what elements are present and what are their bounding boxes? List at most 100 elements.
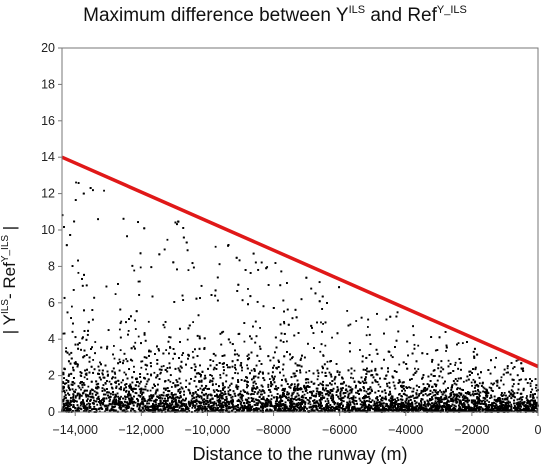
- data-point: [226, 405, 229, 407]
- data-point: [404, 393, 407, 396]
- data-point: [413, 397, 415, 400]
- data-point: [349, 402, 352, 404]
- data-point: [354, 396, 357, 399]
- data-point: [458, 402, 461, 405]
- data-point: [486, 396, 488, 398]
- data-point: [365, 390, 368, 393]
- data-point: [342, 400, 345, 403]
- data-point: [96, 403, 99, 406]
- data-point: [211, 384, 214, 386]
- data-point: [120, 401, 123, 403]
- data-point: [366, 392, 369, 395]
- data-point: [289, 397, 292, 400]
- data-point: [206, 395, 209, 398]
- data-point: [324, 400, 327, 403]
- data-point: [506, 367, 509, 370]
- data-point: [384, 395, 387, 398]
- data-point: [488, 408, 491, 411]
- data-point: [246, 355, 249, 358]
- data-point: [115, 382, 117, 384]
- data-point: [95, 408, 98, 411]
- data-point: [454, 364, 457, 366]
- data-point: [291, 356, 294, 358]
- data-point: [307, 386, 310, 388]
- data-point: [77, 271, 80, 274]
- data-point: [308, 370, 311, 372]
- data-point: [322, 408, 324, 410]
- data-point: [180, 386, 183, 389]
- data-point: [87, 385, 90, 388]
- data-point: [489, 409, 492, 412]
- data-point: [192, 321, 195, 324]
- data-point: [482, 386, 485, 389]
- data-point: [273, 364, 275, 367]
- data-point: [321, 396, 324, 399]
- data-point: [214, 407, 217, 409]
- data-point: [130, 409, 132, 412]
- data-point: [81, 386, 84, 389]
- data-point: [119, 349, 122, 352]
- data-point: [208, 381, 211, 384]
- data-point: [350, 390, 353, 392]
- data-point: [301, 390, 304, 393]
- data-point: [63, 395, 66, 398]
- data-point: [213, 401, 216, 403]
- data-point: [261, 408, 264, 411]
- data-point: [394, 409, 396, 412]
- data-point: [525, 404, 527, 406]
- data-point: [395, 403, 398, 406]
- data-point: [258, 345, 261, 348]
- data-point: [293, 383, 296, 386]
- data-point: [271, 375, 273, 378]
- data-point: [145, 368, 147, 371]
- data-point: [383, 397, 386, 400]
- data-point: [279, 398, 282, 400]
- data-point: [447, 359, 450, 362]
- data-point: [275, 385, 277, 388]
- data-point: [328, 371, 331, 374]
- data-point: [351, 408, 353, 411]
- data-point: [521, 396, 524, 398]
- data-point: [109, 398, 111, 401]
- data-point: [191, 350, 194, 353]
- data-point: [366, 396, 369, 398]
- data-point: [253, 403, 256, 406]
- data-point: [185, 379, 188, 382]
- data-point: [89, 407, 91, 410]
- data-point: [434, 349, 437, 352]
- data-point: [352, 377, 355, 380]
- data-point: [139, 392, 142, 394]
- data-point: [120, 320, 123, 323]
- data-point: [306, 398, 309, 401]
- data-point: [505, 371, 508, 374]
- data-point: [427, 408, 429, 411]
- data-point: [147, 320, 150, 323]
- data-point: [162, 365, 165, 367]
- data-point: [295, 403, 298, 406]
- data-point: [222, 409, 225, 411]
- data-point: [94, 341, 97, 343]
- data-point: [133, 269, 136, 272]
- data-point: [441, 410, 444, 412]
- data-point: [232, 405, 234, 408]
- data-point: [229, 400, 232, 403]
- data-point: [113, 345, 115, 347]
- data-point: [168, 336, 171, 338]
- data-point: [196, 393, 198, 396]
- data-point: [252, 397, 255, 400]
- data-point: [478, 382, 481, 385]
- data-point: [92, 359, 95, 361]
- data-point: [195, 402, 198, 405]
- data-point: [334, 402, 337, 404]
- data-point: [321, 371, 324, 374]
- data-point: [212, 368, 215, 371]
- data-point: [180, 407, 183, 410]
- data-point: [348, 397, 351, 400]
- data-point: [345, 384, 348, 387]
- data-point: [281, 389, 284, 392]
- data-point: [332, 407, 335, 409]
- data-point: [80, 388, 82, 391]
- data-point: [202, 387, 205, 390]
- data-point: [366, 326, 369, 328]
- data-point: [303, 387, 306, 390]
